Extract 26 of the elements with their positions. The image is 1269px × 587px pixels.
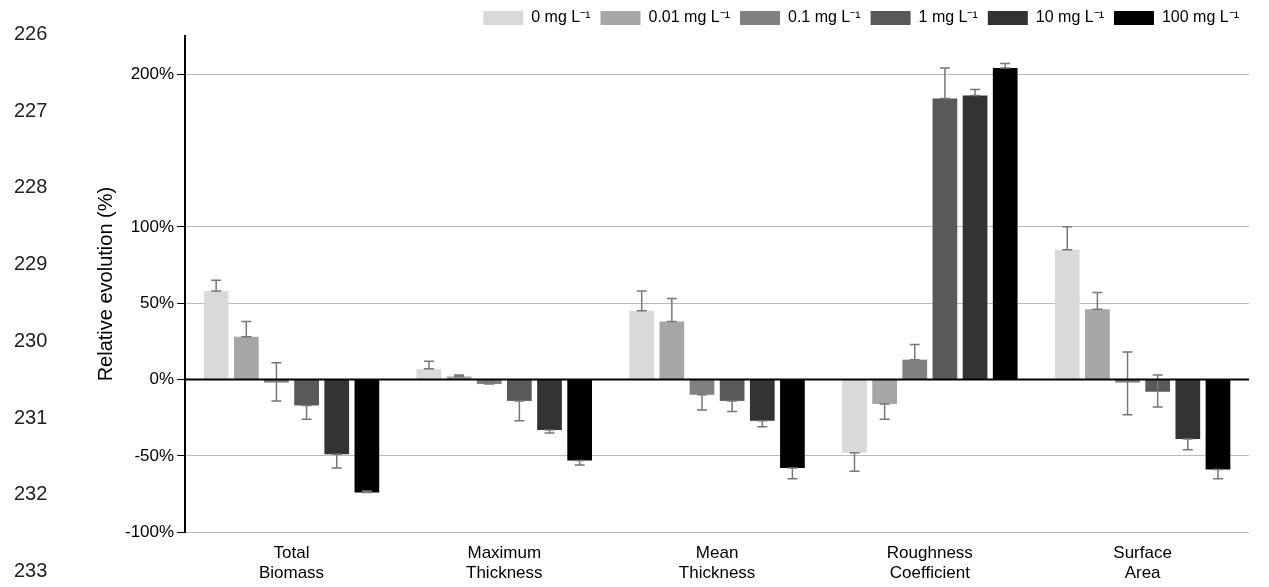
legend-label: 0.1 mg L⁻¹ (787, 8, 861, 26)
x-tick-label: Mean Thickness (678, 543, 756, 583)
x-tick-label: Surface Area (1113, 543, 1172, 583)
y-tick-label: 200% (130, 63, 175, 83)
y-axis-title: Relative evolution (%) (93, 186, 116, 382)
x-tick-label: Maximum Thickness (466, 543, 543, 583)
legend-label: 100 mg L⁻¹ (1161, 8, 1240, 26)
y-tick-label: 0% (149, 369, 175, 389)
legend-label: 0.01 mg L⁻¹ (648, 8, 730, 26)
text: 232 (14, 482, 49, 506)
text: 229 (14, 252, 49, 276)
text: 230 (14, 328, 49, 352)
legend-label: 1 mg L⁻¹ (918, 8, 978, 26)
x-tick-label: Total Biomass (258, 543, 325, 583)
text: 233 (14, 558, 49, 582)
legend-label: 0 mg L⁻¹ (531, 8, 591, 26)
y-tick-label: 100% (130, 216, 175, 236)
text: 227 (14, 98, 49, 122)
text: 228 (14, 175, 49, 199)
text: 226 (14, 22, 49, 45)
legend-label: 10 mg L⁻¹ (1035, 8, 1104, 26)
y-tick-label: -100% (125, 521, 175, 541)
x-tick-label: Roughness Coefficient (886, 543, 973, 583)
y-tick-label: 50% (140, 292, 175, 312)
y-tick-label: -50% (134, 445, 175, 465)
text: 231 (14, 405, 49, 429)
